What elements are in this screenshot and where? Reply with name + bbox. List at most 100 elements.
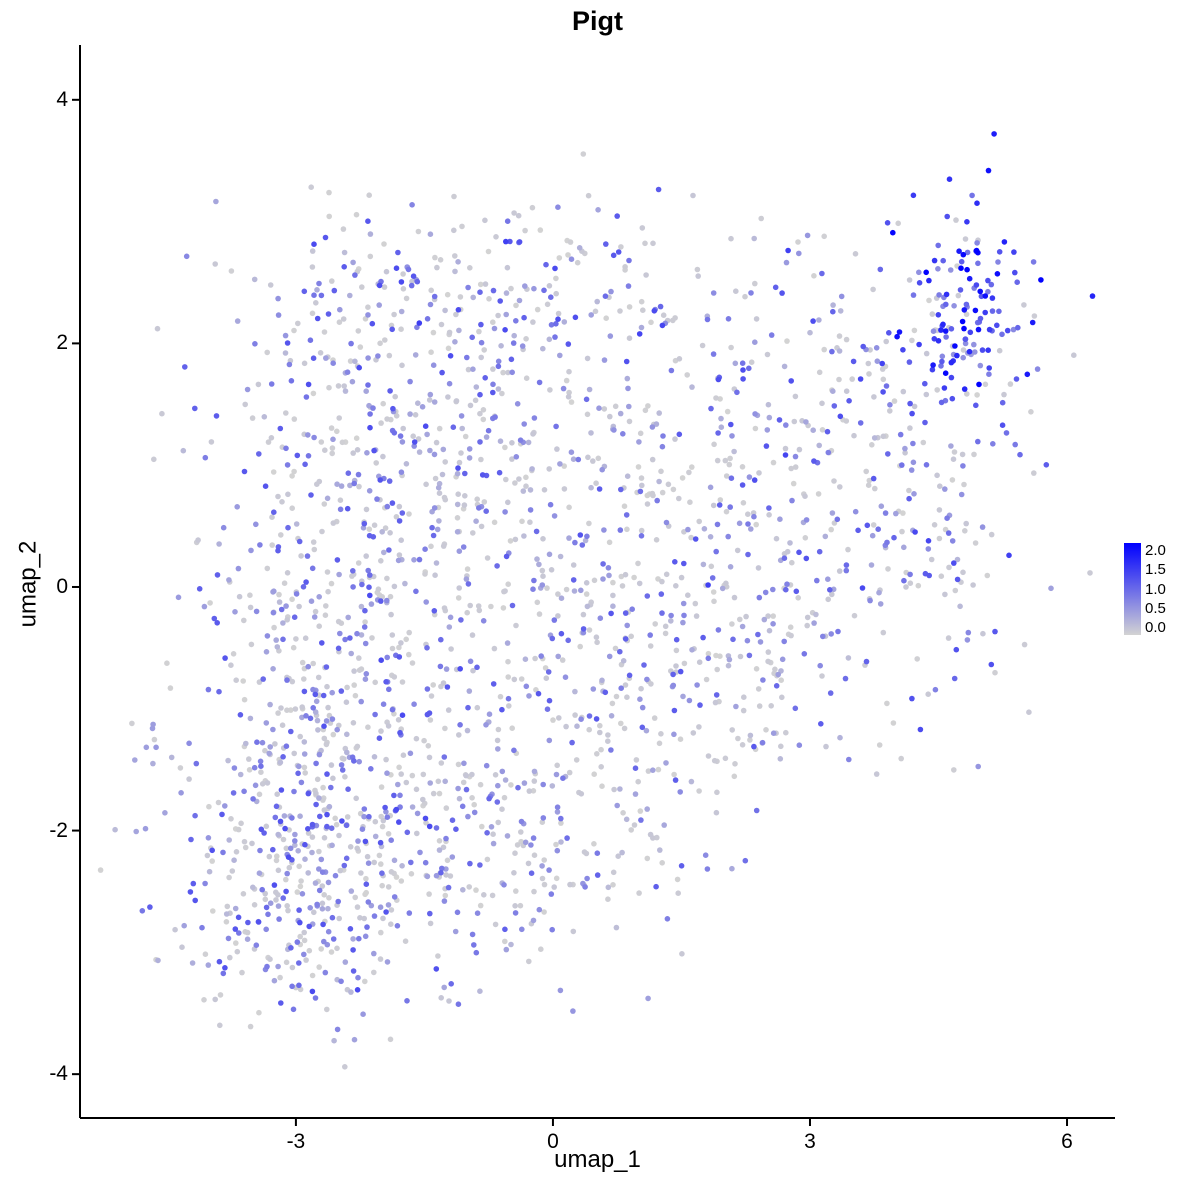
cell-point [907, 580, 914, 586]
cell-point [319, 883, 326, 889]
cell-point [843, 567, 850, 574]
cell-point [192, 812, 198, 819]
cell-point [910, 192, 917, 199]
cell-point [133, 828, 139, 835]
cell-point [404, 998, 410, 1004]
cell-point [313, 300, 319, 306]
cell-point [372, 818, 379, 825]
cell-point [300, 584, 307, 590]
cell-point [843, 562, 850, 568]
cell-point [452, 268, 458, 275]
cell-point [232, 905, 239, 912]
cell-point [825, 596, 831, 603]
cell-point [728, 344, 734, 351]
cell-point [377, 839, 384, 846]
cell-point [645, 995, 651, 1002]
cell-point [369, 320, 376, 327]
cell-point [958, 258, 965, 265]
cell-point [766, 414, 773, 421]
cell-point [384, 416, 390, 422]
cell-point [553, 771, 560, 778]
cell-point [365, 724, 371, 730]
cell-point [301, 951, 307, 958]
cell-point [988, 531, 995, 538]
cell-point [829, 510, 836, 516]
cell-point [465, 366, 472, 373]
cell-point [476, 607, 483, 614]
cell-point [530, 917, 537, 924]
cell-point [504, 833, 511, 839]
cell-point [195, 537, 201, 543]
cell-point [388, 837, 395, 843]
cell-point [708, 563, 715, 570]
cell-point [503, 553, 510, 560]
cell-point [544, 585, 550, 591]
cell-point [733, 703, 739, 710]
cell-point [528, 842, 534, 848]
cell-point [985, 167, 992, 174]
cell-point [241, 838, 248, 845]
cell-point [339, 767, 346, 773]
cell-point [801, 651, 808, 657]
cell-point [214, 620, 220, 626]
cell-point [561, 463, 567, 469]
cell-point [399, 863, 405, 869]
cell-point [617, 527, 624, 533]
cell-point [951, 303, 957, 309]
cell-point [539, 567, 546, 574]
cell-point [447, 353, 454, 359]
cell-point [379, 594, 386, 600]
cell-point [585, 192, 592, 199]
cell-point [387, 530, 393, 536]
cell-point [638, 298, 645, 305]
cell-point [884, 220, 891, 226]
cell-point [790, 480, 797, 487]
cell-point [309, 988, 316, 995]
cell-point [455, 259, 461, 265]
cell-point [225, 935, 232, 942]
cell-point [872, 485, 878, 492]
cell-point [422, 859, 429, 866]
cell-point [490, 831, 496, 837]
cell-point [297, 883, 304, 890]
cell-point [305, 790, 312, 797]
cell-point [442, 725, 448, 732]
legend-tick-label: 0.5 [1145, 599, 1166, 617]
cell-point [495, 363, 502, 370]
cell-point [295, 320, 301, 327]
cell-point [306, 947, 313, 954]
cell-point [253, 942, 260, 948]
cell-point [735, 735, 741, 742]
cell-point [378, 420, 384, 426]
cell-point [262, 896, 269, 903]
cell-point [362, 619, 368, 625]
cell-point [449, 854, 456, 860]
cell-point [569, 739, 575, 746]
cell-point [411, 557, 417, 563]
cell-point [420, 796, 426, 803]
cell-point [142, 825, 149, 832]
cell-point [255, 451, 262, 457]
cell-point [727, 455, 733, 462]
cell-point [1003, 430, 1010, 436]
cell-point [280, 836, 287, 843]
cell-point [235, 914, 242, 921]
cell-point [232, 609, 238, 615]
cell-point [299, 891, 306, 897]
cell-point [779, 694, 785, 701]
cell-point [292, 706, 299, 712]
cell-point [594, 872, 601, 878]
cell-point [951, 449, 958, 455]
cell-point [617, 786, 623, 792]
cell-point [796, 549, 802, 556]
cell-point [654, 497, 660, 504]
cell-point [458, 413, 465, 419]
cell-point [266, 853, 273, 860]
cell-point [258, 826, 265, 833]
cell-point [214, 572, 221, 578]
cell-point [477, 410, 483, 417]
cell-point [398, 308, 405, 315]
x-tick-label: 0 [547, 1130, 559, 1153]
cell-point [385, 902, 392, 908]
cell-point [748, 359, 755, 366]
